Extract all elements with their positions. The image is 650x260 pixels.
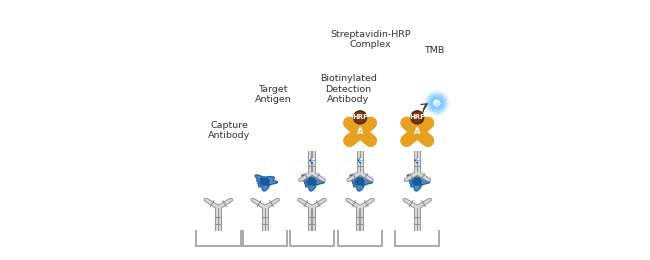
Text: B: B (310, 158, 314, 163)
Polygon shape (415, 158, 419, 163)
Circle shape (428, 95, 445, 112)
Text: TMB: TMB (424, 46, 444, 55)
Circle shape (431, 97, 443, 109)
Text: A: A (357, 127, 363, 136)
Circle shape (433, 99, 441, 107)
Polygon shape (350, 175, 372, 191)
Polygon shape (310, 158, 314, 163)
Polygon shape (302, 175, 324, 191)
Text: Capture
Antibody: Capture Antibody (208, 121, 250, 140)
Text: B: B (415, 158, 419, 163)
Polygon shape (408, 175, 430, 191)
Circle shape (354, 111, 367, 124)
Text: B: B (358, 158, 362, 163)
Polygon shape (358, 158, 362, 163)
Text: HRP: HRP (410, 114, 425, 120)
Circle shape (424, 90, 450, 116)
Text: HRP: HRP (352, 114, 368, 120)
Text: Biotinylated
Detection
Antibody: Biotinylated Detection Antibody (320, 74, 376, 104)
Text: Streptavidin-HRP
Complex: Streptavidin-HRP Complex (330, 30, 411, 49)
Circle shape (434, 100, 437, 103)
Circle shape (426, 93, 447, 114)
Text: A: A (414, 127, 421, 136)
Circle shape (411, 111, 424, 124)
Text: Target
Antigen: Target Antigen (255, 84, 292, 104)
Polygon shape (255, 175, 278, 191)
